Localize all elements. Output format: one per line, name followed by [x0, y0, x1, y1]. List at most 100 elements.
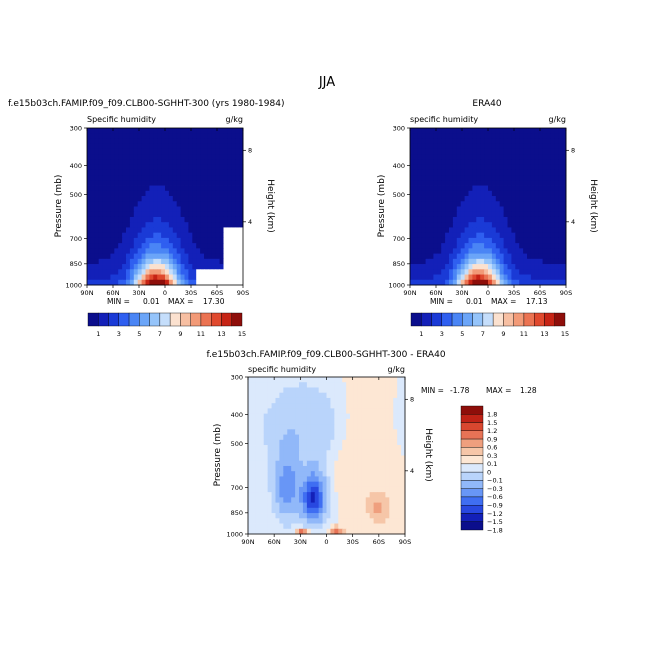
panel2-cell	[484, 143, 489, 150]
panel1-cell	[172, 222, 178, 228]
panel2-cell	[417, 227, 423, 234]
panel2-cell	[433, 196, 438, 202]
panel1-cell	[141, 227, 146, 234]
panel1-cell	[188, 253, 193, 260]
panel2-cell	[449, 258, 454, 265]
panel3-cell	[326, 465, 331, 472]
panel1-xtick-label: 60S	[211, 289, 223, 297]
panel3-cell	[346, 513, 351, 519]
panel1-cell	[219, 253, 224, 260]
panel1-cell	[172, 138, 178, 145]
panel1-cell	[149, 133, 154, 139]
panel1-cell	[192, 216, 197, 223]
panel3-cell	[361, 445, 367, 451]
panel1-cell	[165, 143, 170, 150]
panel1-cell	[196, 253, 201, 260]
panel2-cell	[515, 133, 520, 139]
panel2-cell	[476, 258, 481, 265]
panel1-cell	[168, 216, 174, 223]
panel2-cell	[460, 190, 465, 197]
panel3-cell	[385, 387, 390, 394]
panel1-cell	[122, 279, 127, 286]
panel3-cell	[259, 513, 265, 519]
panel1-cell	[227, 128, 232, 134]
panel2-cell	[491, 269, 497, 275]
panel3-cell	[291, 455, 296, 462]
panel3-cell	[393, 387, 398, 394]
panel1-colorbar-label: 9	[178, 330, 182, 338]
panel3-cell	[299, 434, 304, 441]
panel1-cell	[141, 269, 146, 275]
panel1-cell	[137, 222, 142, 228]
panel3-cell	[302, 465, 308, 472]
panel2-cell	[452, 185, 458, 192]
panel2-cell	[530, 148, 536, 155]
panel2-cell	[484, 128, 489, 134]
panel1-cell	[161, 154, 166, 160]
panel3-cell	[369, 523, 375, 530]
panel2-cell	[417, 148, 423, 155]
panel1-cell	[215, 190, 220, 197]
panel3-cell	[389, 471, 394, 477]
panel1-cell	[157, 164, 162, 171]
panel2-cell	[562, 175, 567, 181]
panel1-cell	[126, 143, 131, 150]
panel3-cell	[353, 439, 359, 446]
panel1-cell	[231, 216, 236, 223]
panel3-cell	[346, 455, 351, 462]
panel1-cell	[87, 264, 92, 270]
panel2-cell	[538, 274, 543, 281]
panel3-cell	[365, 497, 371, 503]
panel3-cell	[342, 392, 347, 399]
panel2-cell	[511, 128, 516, 134]
panel1-cell	[211, 216, 217, 223]
panel2-cell	[534, 143, 540, 150]
panel2-cell	[530, 143, 536, 150]
panel2-cell	[413, 128, 419, 134]
panel3-cell	[283, 392, 288, 399]
panel2-cell	[546, 248, 551, 254]
panel1-cell	[110, 279, 115, 286]
panel2-cell	[562, 222, 567, 228]
panel3-cell	[334, 523, 339, 530]
panel3-cell	[248, 403, 253, 409]
panel2-cell	[507, 206, 512, 213]
panel3-cell	[310, 486, 316, 493]
panel3-cell	[393, 455, 398, 462]
panel2-cell	[527, 154, 532, 160]
panel3-cell	[318, 408, 323, 415]
panel2-cell	[417, 201, 423, 207]
panel3-cell	[385, 518, 390, 524]
panel3-cell	[255, 492, 261, 498]
panel3-cell	[283, 413, 288, 420]
panel1-cell	[161, 232, 166, 239]
panel1-cell	[141, 180, 146, 186]
panel2-cell	[464, 138, 469, 145]
panel3-cell	[353, 392, 359, 399]
panel2-cell	[441, 279, 446, 286]
panel1-colorbar-swatch	[128, 312, 140, 327]
panel2-cell	[476, 222, 481, 228]
panel3-cell	[291, 513, 296, 519]
panel1-cell	[129, 148, 135, 155]
panel3-cell	[302, 518, 308, 524]
panel3-cell	[248, 502, 253, 509]
panel3-cell	[306, 377, 312, 383]
panel1-cell	[141, 248, 146, 254]
panel2-cell	[437, 201, 442, 207]
panel2-cell	[433, 279, 438, 286]
panel2-cell	[558, 128, 563, 134]
panel2-cell	[495, 143, 501, 150]
panel2-cell	[437, 206, 442, 213]
panel1-cell	[231, 143, 236, 150]
panel1-cell	[98, 279, 103, 286]
panel2-cell	[523, 216, 528, 223]
panel2-cell	[472, 180, 477, 186]
panel3-cell	[283, 382, 288, 388]
panel1-cell	[188, 143, 193, 150]
panel1-cell	[106, 159, 111, 166]
panel3-cell	[310, 523, 316, 530]
panel3-cell	[255, 387, 261, 394]
panel3-cell	[397, 518, 402, 524]
panel3-cell	[361, 465, 367, 472]
